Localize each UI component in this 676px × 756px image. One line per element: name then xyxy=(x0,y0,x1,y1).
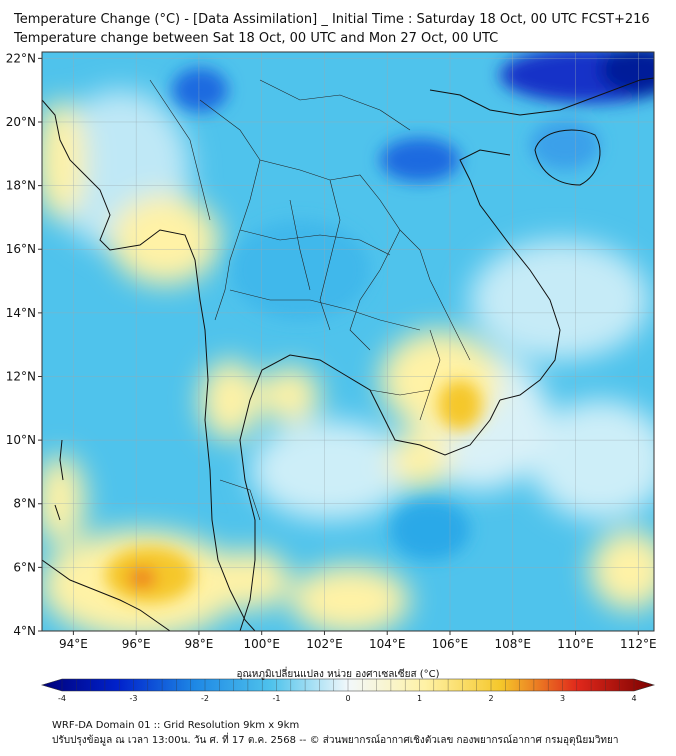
map-gridlines xyxy=(42,52,654,631)
lon-tick-label: 94°E xyxy=(59,637,88,651)
lat-tick-label: 4°N xyxy=(13,624,36,638)
lat-tick-label: 16°N xyxy=(6,242,36,256)
lon-tick-label: 108°E xyxy=(495,637,532,651)
lon-tick-label: 104°E xyxy=(369,637,406,651)
map-title: Temperature Change (°C) - [Data Assimila… xyxy=(14,12,650,27)
colorbar-tick-label: 3 xyxy=(560,694,565,703)
colorbar-tick-label: -1 xyxy=(273,694,281,703)
map-frame xyxy=(41,51,655,632)
colorbar-tick-label: 4 xyxy=(631,694,636,703)
temperature-field xyxy=(42,52,654,631)
colorbar-tick-label: -4 xyxy=(58,694,66,703)
lon-tick-label: 102°E xyxy=(306,637,343,651)
footer-credits: ปรับปรุงข้อมูล ณ เวลา 13:00น. วัน ศ. ที่… xyxy=(52,735,619,746)
longitude-axis: 94°E 96°E 98°E 100°E 102°E 104°E 106°E 108°E 110… xyxy=(59,631,657,651)
colorbar-tick-label: 2 xyxy=(488,694,493,703)
lat-tick-label: 8°N xyxy=(13,497,36,511)
lon-tick-label: 112°E xyxy=(620,637,657,651)
country-borders xyxy=(149,79,471,521)
map-subtitle: Temperature change between Sat 18 Oct, 0… xyxy=(14,31,499,46)
colorbar-tick-label: 1 xyxy=(417,694,422,703)
colorbar: -4 -3 -2 -1 0 1 2 3 4 xyxy=(40,678,656,703)
colorbar-tick-label: -3 xyxy=(130,694,138,703)
lon-tick-label: 98°E xyxy=(184,637,213,651)
lon-tick-label: 100°E xyxy=(243,637,280,651)
lon-tick-label: 106°E xyxy=(432,637,469,651)
lat-tick-label: 6°N xyxy=(13,560,36,574)
lat-tick-label: 14°N xyxy=(6,306,36,320)
colorbar-title: อุณหภูมิเปลี่ยนแปลง หน่วย องศาเซลเซียส (… xyxy=(236,669,440,680)
lat-tick-label: 20°N xyxy=(6,115,36,129)
latitude-axis: 4°N 6°N 8°N 10°N 12°N 14°N 16°N 18°N 20°N 22°N xyxy=(6,51,42,638)
lat-tick-label: 10°N xyxy=(6,433,36,447)
lat-tick-label: 22°N xyxy=(6,51,36,65)
coastlines xyxy=(42,77,654,631)
colorbar-tick-label: 0 xyxy=(345,694,350,703)
lat-tick-label: 12°N xyxy=(6,369,36,383)
lat-tick-label: 18°N xyxy=(6,179,36,193)
lon-tick-label: 96°E xyxy=(122,637,151,651)
footer-model-info: WRF-DA Domain 01 :: Grid Resolution 9km … xyxy=(52,720,300,731)
colorbar-tick-label: -2 xyxy=(201,694,209,703)
lon-tick-label: 110°E xyxy=(557,637,594,651)
